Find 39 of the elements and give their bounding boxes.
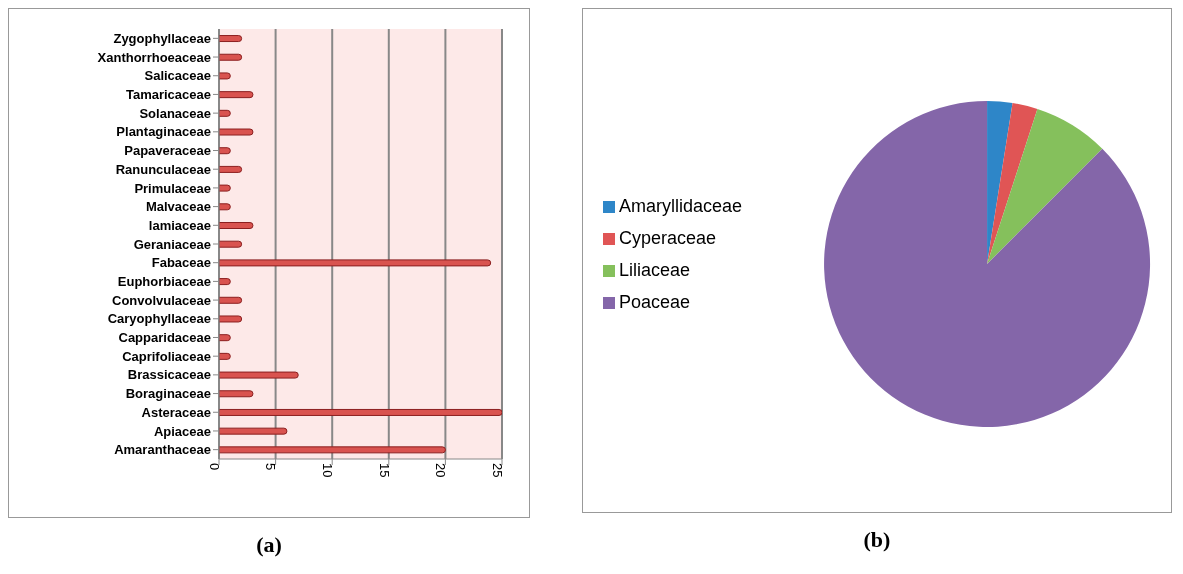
y-tick-label: Ranunculaceae [115, 161, 211, 177]
text: (a) [256, 532, 282, 558]
x-tick-label: 10 [319, 463, 335, 478]
x-tick-label: 25 [489, 463, 505, 478]
y-tick-label: Brassicaceae [127, 367, 211, 383]
x-tick-label: 0 [206, 463, 222, 471]
y-tick-label: Solanaceae [139, 105, 211, 121]
y-tick-label: Papaveraceae [124, 143, 211, 159]
pie-slice [987, 103, 1038, 264]
y-tick-label: Capparidaceae [118, 330, 211, 346]
legend-label: Cyperaceae [619, 228, 717, 248]
y-tick-label: Boraginaceae [125, 386, 211, 402]
legend-label: Liliaceae [619, 260, 691, 280]
y-tick-label: Salicaceae [144, 68, 211, 84]
y-tick-label: Asteraceae [141, 404, 211, 420]
y-tick-label: Euphorbiaceae [117, 274, 211, 290]
y-tick-label: Caprifoliaceae [122, 348, 211, 364]
y-tick-label: Xanthorrhoeaceae [97, 49, 211, 65]
legend-label: Amaryllidaceae [619, 196, 743, 216]
x-tick-label: 20 [433, 463, 449, 478]
y-tick-label: Convolvulaceae [112, 292, 211, 308]
y-tick-label: Caryophyllaceae [107, 311, 211, 327]
y-tick-label: lamiaceae [148, 217, 211, 233]
pie-slice [987, 101, 1013, 264]
x-tick-label: 15 [376, 463, 392, 478]
pie-slice [987, 108, 1103, 264]
legend-label: Poaceae [619, 292, 691, 312]
y-tick-label: Geraniaceae [133, 236, 211, 252]
y-tick-label: Apiaceae [153, 423, 211, 439]
y-tick-label: Malvaceae [145, 199, 211, 215]
y-tick-label: Plantaginaceae [116, 124, 211, 140]
y-tick-label: Amaranthaceae [114, 442, 211, 458]
y-tick-label: Primulaceae [134, 180, 211, 196]
y-tick-label: Tamaricaceae [125, 87, 211, 103]
text: (b) [863, 527, 891, 553]
y-tick-label: Zygophyllaceae [113, 30, 211, 46]
pie-slice [824, 101, 1151, 427]
x-tick-label: 5 [263, 463, 279, 471]
y-tick-label: Fabaceae [151, 255, 211, 271]
